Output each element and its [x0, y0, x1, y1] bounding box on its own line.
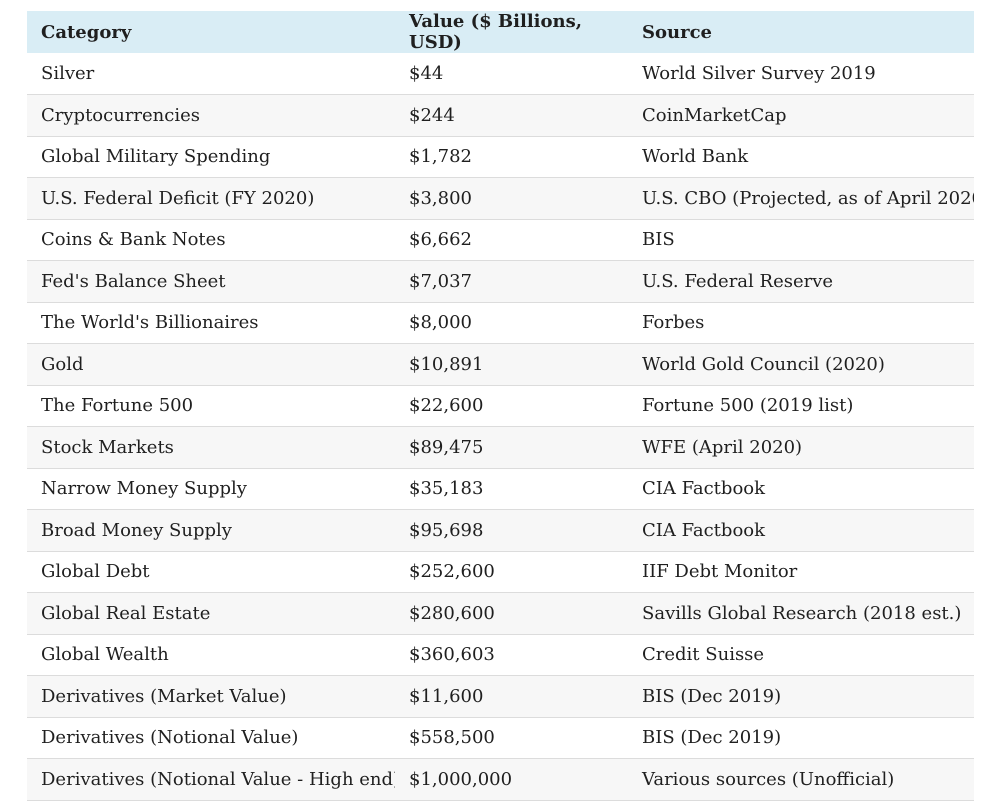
value-cell: $360,603	[409, 644, 495, 666]
value-cell: $558,500	[409, 727, 495, 749]
value-cell: $1,000,000	[409, 768, 513, 790]
category-cell: Derivatives (Notional Value)	[41, 727, 299, 749]
value-cell: $22,600	[409, 395, 484, 417]
value-cell: $6,662	[409, 229, 472, 251]
table-row: Global Military Spending $1,782 World Bank	[27, 136, 974, 178]
value-cell: $11,600	[409, 685, 484, 707]
table-row: Derivatives (Notional Value - High end) $…	[27, 758, 974, 800]
value-cell: $95,698	[409, 519, 484, 541]
source-cell: BIS	[642, 229, 675, 251]
category-cell: Global Wealth	[41, 644, 169, 666]
source-cell: CoinMarketCap	[642, 104, 787, 126]
category-cell: Global Military Spending	[41, 146, 271, 168]
table-body: Silver $44 World Silver Survey 2019 Crypto…	[27, 53, 974, 800]
category-cell: Global Real Estate	[41, 602, 211, 624]
table-row: Broad Money Supply $95,698 CIA Factbook	[27, 509, 974, 551]
data-table: Category Value ($ Billions, USD) Source …	[27, 11, 974, 801]
category-cell: Fed's Balance Sheet	[41, 270, 226, 292]
category-cell: Gold	[41, 353, 84, 375]
header-source: Source	[642, 21, 712, 43]
table-row: Derivatives (Market Value) $11,600 BIS (De…	[27, 675, 974, 717]
source-cell: World Bank	[642, 146, 749, 168]
source-cell: Fortune 500 (2019 list)	[642, 395, 854, 417]
value-cell: $7,037	[409, 270, 472, 292]
table-row: Cryptocurrencies $244 CoinMarketCap	[27, 94, 974, 136]
table-row: Global Real Estate $280,600 Savills Global…	[27, 592, 974, 634]
value-cell: $10,891	[409, 353, 484, 375]
source-cell: Credit Suisse	[642, 644, 765, 666]
category-cell: U.S. Federal Deficit (FY 2020)	[41, 187, 315, 209]
table-row: Global Debt $252,600 IIF Debt Monitor	[27, 551, 974, 593]
value-cell: $1,782	[409, 146, 472, 168]
table-row: Gold $10,891 World Gold Council (2020)	[27, 343, 974, 385]
data-table-container: Category Value ($ Billions, USD) Source …	[27, 11, 974, 801]
table-row: Derivatives (Notional Value) $558,500 BIS …	[27, 717, 974, 759]
source-cell: CIA Factbook	[642, 478, 766, 500]
source-cell: CIA Factbook	[642, 519, 766, 541]
table-row: Narrow Money Supply $35,183 CIA Factbook	[27, 468, 974, 510]
value-cell: $280,600	[409, 602, 495, 624]
source-cell: World Silver Survey 2019	[642, 63, 876, 84]
source-cell: U.S. CBO (Projected, as of April 2020)	[642, 187, 974, 209]
header-value: Value ($ Billions, USD)	[409, 11, 582, 53]
category-cell: Coins & Bank Notes	[41, 229, 226, 251]
header-category: Category	[41, 21, 132, 43]
value-cell: $44	[409, 63, 444, 84]
source-cell: Various sources (Unofficial)	[642, 768, 895, 790]
source-cell: BIS (Dec 2019)	[642, 727, 782, 749]
table-row: U.S. Federal Deficit (FY 2020) $3,800 U.S.…	[27, 177, 974, 219]
value-cell: $8,000	[409, 312, 472, 334]
table-row: The Fortune 500 $22,600 Fortune 500 (2019 …	[27, 385, 974, 427]
value-cell: $35,183	[409, 478, 484, 500]
table-row: Stock Markets $89,475 WFE (April 2020)	[27, 426, 974, 468]
source-cell: IIF Debt Monitor	[642, 561, 798, 583]
category-cell: Narrow Money Supply	[41, 478, 247, 500]
value-cell: $89,475	[409, 436, 484, 458]
value-cell: $3,800	[409, 187, 472, 209]
category-cell: Broad Money Supply	[41, 519, 232, 541]
table-row: Silver $44 World Silver Survey 2019	[27, 53, 974, 95]
category-cell: The World's Billionaires	[41, 312, 259, 334]
table-row: Global Wealth $360,603 Credit Suisse	[27, 634, 974, 676]
table-row: Fed's Balance Sheet $7,037 U.S. Federal Re…	[27, 260, 974, 302]
source-cell: WFE (April 2020)	[642, 436, 803, 458]
source-cell: World Gold Council (2020)	[642, 353, 885, 375]
source-cell: Forbes	[642, 312, 705, 334]
source-cell: Savills Global Research (2018 est.)	[642, 602, 962, 624]
value-cell: $244	[409, 104, 455, 126]
category-cell: Stock Markets	[41, 436, 174, 458]
value-cell: $252,600	[409, 561, 495, 583]
source-cell: U.S. Federal Reserve	[642, 270, 834, 292]
table-header-row: Category Value ($ Billions, USD) Source	[27, 11, 974, 53]
category-cell: Cryptocurrencies	[41, 104, 200, 126]
category-cell: Silver	[41, 63, 95, 84]
category-cell: The Fortune 500	[41, 395, 194, 417]
category-cell: Derivatives (Notional Value - High end)	[41, 768, 395, 790]
source-cell: BIS (Dec 2019)	[642, 685, 782, 707]
category-cell: Derivatives (Market Value)	[41, 685, 287, 707]
table-row: Coins & Bank Notes $6,662 BIS	[27, 219, 974, 261]
table-row: The World's Billionaires $8,000 Forbes	[27, 302, 974, 344]
category-cell: Global Debt	[41, 561, 150, 583]
